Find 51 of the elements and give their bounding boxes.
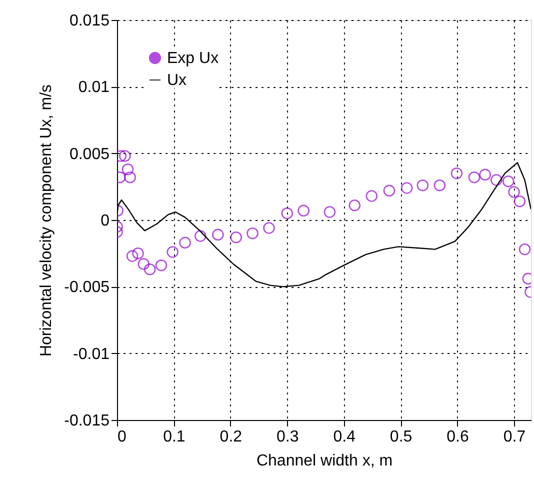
- y-tick-label: 0.015: [69, 12, 110, 30]
- x-tick-label: 0.4: [333, 428, 356, 446]
- point: [179, 236, 191, 249]
- point: [144, 263, 156, 276]
- point: [324, 206, 336, 218]
- point: [468, 171, 480, 184]
- point: [502, 175, 514, 188]
- y-tick-label: -0.015: [64, 412, 110, 430]
- point: [281, 207, 294, 220]
- point: [212, 228, 224, 241]
- x-tick-label: 0.3: [276, 428, 299, 446]
- x-tick-label: 0.7: [503, 428, 526, 446]
- point: [490, 174, 502, 186]
- x-tick-label: 0: [118, 428, 126, 446]
- point: [166, 246, 178, 258]
- x-tick-label: 0.1: [163, 428, 186, 446]
- x-tick-label: 0.5: [390, 428, 412, 446]
- point: [230, 231, 242, 244]
- point: [124, 171, 136, 184]
- legend-label: Exp Ux: [167, 50, 219, 67]
- point: [400, 182, 413, 194]
- point: [508, 186, 520, 198]
- legend-label: Ux: [167, 72, 187, 89]
- point: [155, 259, 168, 272]
- point: [366, 190, 378, 202]
- point: [194, 230, 206, 242]
- point: [514, 195, 526, 208]
- y-tick-label: 0.01: [78, 79, 110, 96]
- x-tick-label: 0.6: [446, 428, 469, 446]
- point: [122, 163, 134, 176]
- point: [263, 222, 275, 234]
- point: [383, 184, 396, 197]
- point: [479, 168, 491, 181]
- point: [126, 250, 138, 262]
- point: [348, 199, 361, 212]
- y-tick-label: -0.01: [73, 346, 110, 363]
- x-tick-label: 0.2: [220, 428, 242, 446]
- x-axis-title: Channel width x, m: [256, 452, 393, 470]
- point: [298, 204, 310, 217]
- point: [416, 179, 429, 192]
- point: [132, 247, 144, 260]
- point: [246, 227, 258, 240]
- y-tick-label: 0: [100, 212, 110, 230]
- y-tick-label: -0.005: [64, 279, 110, 296]
- point: [434, 179, 446, 192]
- y-axis-title: Horizontal velocity component Ux, m/s: [38, 84, 56, 357]
- y-tick-label: 0.005: [69, 146, 110, 163]
- point: [119, 150, 131, 162]
- point: [518, 243, 531, 256]
- point: [138, 258, 150, 270]
- point: [450, 167, 463, 180]
